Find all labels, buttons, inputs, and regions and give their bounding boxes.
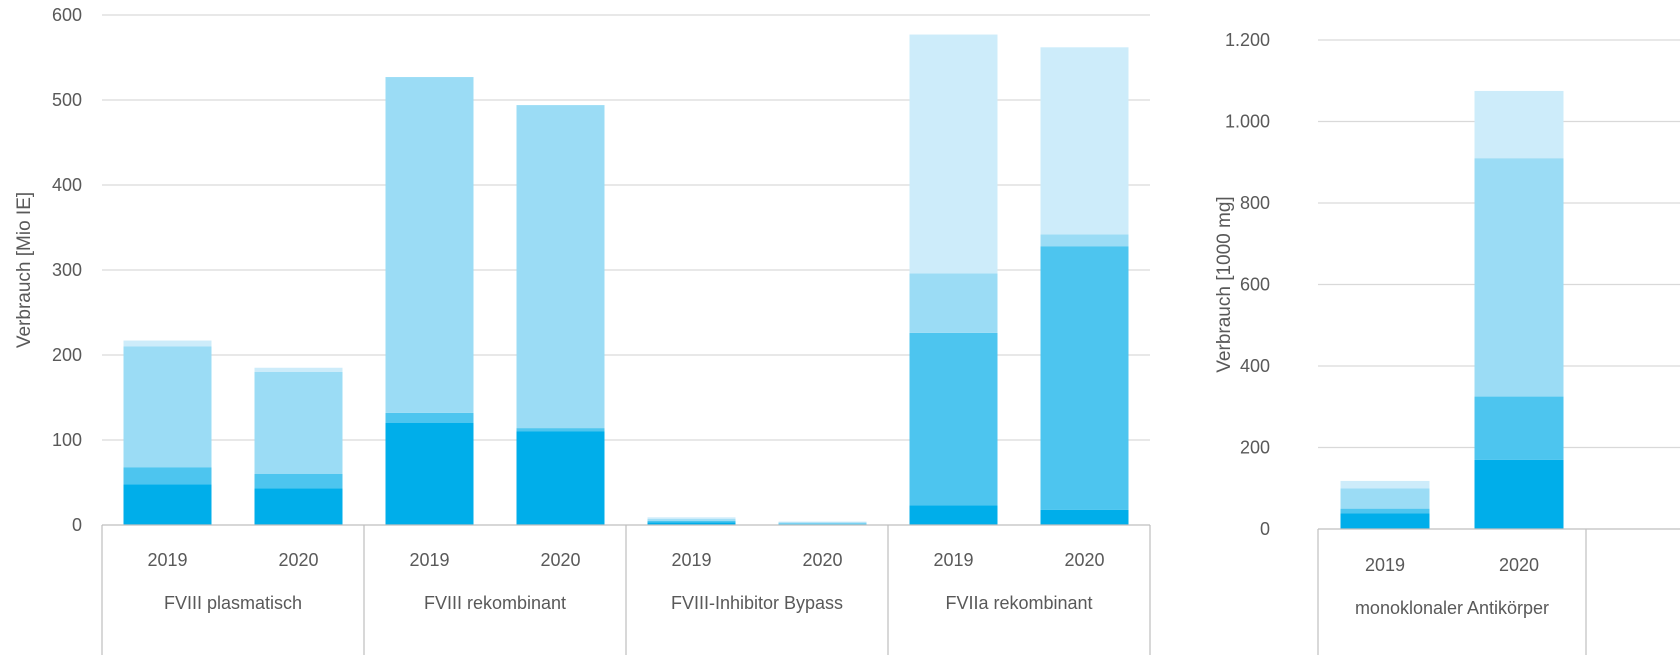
- bar-segment: [516, 428, 605, 432]
- bar-segment: [1040, 246, 1129, 510]
- bar-segment: [123, 346, 212, 468]
- bar-segment: [385, 77, 474, 413]
- x-category-label: 2020: [802, 550, 842, 570]
- bar-segment: [778, 521, 867, 523]
- y-tick-label: 800: [1240, 193, 1270, 213]
- x-category-label: 2019: [409, 550, 449, 570]
- bar-segment: [909, 332, 998, 506]
- y-tick-label: 0: [72, 515, 82, 535]
- bar-segment: [1474, 396, 1564, 460]
- bar-segment: [778, 523, 867, 525]
- y-tick-label: 0: [1260, 519, 1270, 539]
- bar-segment: [909, 505, 998, 525]
- bar-segment: [1340, 488, 1430, 509]
- bar-segment: [385, 412, 474, 423]
- x-category-label: 2019: [1365, 555, 1405, 575]
- bar-segment: [1474, 90, 1564, 159]
- bar-segment: [647, 519, 736, 521]
- x-category-label: 2020: [540, 550, 580, 570]
- bar-segment: [123, 340, 212, 347]
- x-category-label: 2020: [278, 550, 318, 570]
- x-group-label: monoklonaler Antikörper: [1355, 598, 1549, 618]
- bar-segment: [647, 517, 736, 520]
- bar-segment: [516, 431, 605, 525]
- y-tick-label: 200: [52, 345, 82, 365]
- bar-segment: [1340, 513, 1430, 529]
- x-category-label: 2019: [147, 550, 187, 570]
- bar-segment: [123, 484, 212, 525]
- bar-segment: [254, 488, 343, 525]
- bar-segment: [1040, 47, 1129, 235]
- bar-segment: [647, 522, 736, 525]
- y-tick-label: 400: [52, 175, 82, 195]
- x-category-label: 2019: [933, 550, 973, 570]
- bar-segment: [1474, 459, 1564, 529]
- y-tick-label: 1.200: [1225, 30, 1270, 50]
- bar-segment: [1040, 234, 1129, 247]
- bar-segment: [1340, 480, 1430, 489]
- y-tick-label: 600: [52, 5, 82, 25]
- bar-segment: [1340, 508, 1430, 514]
- bar-segment: [909, 34, 998, 274]
- y-tick-label: 500: [52, 90, 82, 110]
- y-tick-label: 300: [52, 260, 82, 280]
- bar-segment: [123, 467, 212, 485]
- y-axis-title: Verbrauch [1000 mg]: [1214, 196, 1235, 372]
- bar-segment: [385, 423, 474, 525]
- bar-segment: [909, 273, 998, 333]
- bar-segment: [254, 367, 343, 372]
- bar-segment: [1040, 509, 1129, 525]
- bar-segment: [516, 105, 605, 429]
- x-group-label: FVIII rekombinant: [424, 593, 566, 613]
- y-tick-label: 600: [1240, 275, 1270, 295]
- x-category-label: 2020: [1499, 555, 1539, 575]
- x-category-label: 2019: [671, 550, 711, 570]
- x-group-label: FVIII plasmatisch: [164, 593, 302, 613]
- y-tick-label: 200: [1240, 438, 1270, 458]
- bar-segment: [647, 520, 736, 523]
- x-group-label: FVIIa rekombinant: [945, 593, 1092, 613]
- bar-segment: [254, 372, 343, 474]
- x-category-label: 2020: [1064, 550, 1104, 570]
- chart-left-panel: 0 100 200 300 400 500 600 2019 2020 2019 2020 2019 2…: [14, 5, 1151, 655]
- y-tick-label: 400: [1240, 356, 1270, 376]
- chart-right-panel: 0 200 400 600 800 1.000 1.200 2019 2020 monoklona…: [1214, 30, 1680, 655]
- bar-segment: [778, 522, 867, 524]
- y-tick-label: 100: [52, 430, 82, 450]
- y-axis-title: Verbrauch [Mio IE]: [14, 192, 35, 348]
- bar-segment: [1474, 158, 1564, 397]
- x-group-label: FVIII-Inhibitor Bypass: [671, 593, 843, 613]
- y-tick-label: 1.000: [1225, 112, 1270, 132]
- bar-segment: [254, 474, 343, 489]
